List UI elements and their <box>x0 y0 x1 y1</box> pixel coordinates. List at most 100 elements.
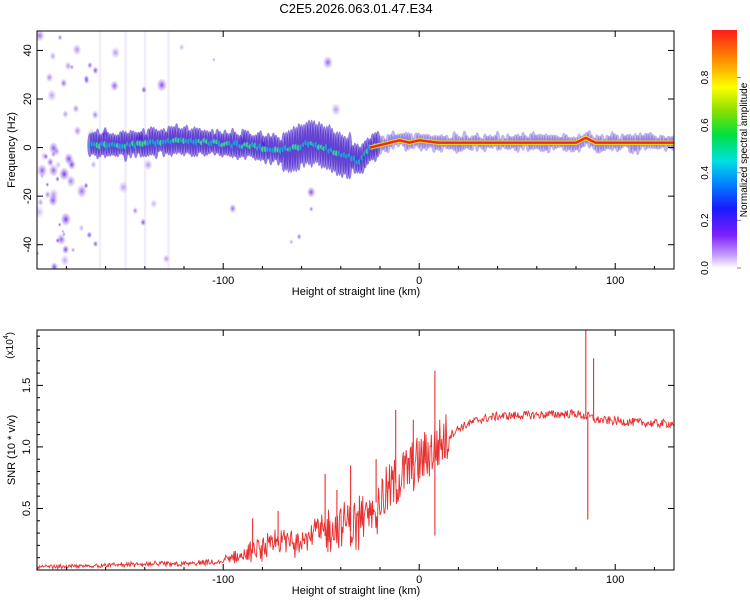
spectrogram-speckle <box>111 47 120 59</box>
spectrogram-speckle <box>141 86 147 94</box>
spectrogram-speckle <box>49 164 58 177</box>
spectrogram-speckle <box>296 233 302 240</box>
spectrogram-speckle <box>289 239 294 245</box>
spectrogram-speckle <box>47 89 57 102</box>
spectrogram-image <box>37 31 674 269</box>
snr-scale-close: ) <box>5 332 16 335</box>
spectrogram-speckle <box>307 187 316 198</box>
spectrogram-speckle <box>44 190 51 199</box>
spectrogram-y-tick-label: 20 <box>22 93 34 105</box>
spectrogram-speckle <box>86 231 92 239</box>
spectrogram-x-tick-labels: -100 0 100 <box>212 275 624 287</box>
spectrogram-speckle <box>37 198 44 207</box>
colorbar-tick-label: 0.6 <box>700 118 711 132</box>
spectrogram-speckle <box>58 222 62 227</box>
spectrogram-speckle <box>50 262 58 269</box>
snr-y-tick-labels: 0.5 1.0 1.5 <box>21 378 33 516</box>
spectrogram-speckle <box>37 31 45 42</box>
spectrogram-speckle <box>47 157 54 167</box>
spectrogram-speckle <box>49 188 59 201</box>
colorbar-label: Normalized spectral amplitude <box>739 82 750 217</box>
spectrogram-speckle <box>178 43 185 51</box>
spectrogram-ridge <box>369 136 674 149</box>
snr-y-tick-label: 1.5 <box>21 378 33 393</box>
spectrogram-y-tick-label: 40 <box>22 44 34 56</box>
spectrogram-speckle <box>140 218 146 226</box>
spectrogram-speckle <box>70 64 74 70</box>
spectrogram-speckle <box>83 75 89 82</box>
spectrogram-speckle <box>73 126 82 136</box>
spectrogram-band <box>461 130 468 150</box>
spectrogram-speckle <box>212 57 216 62</box>
snr-panel: -100 0 100 0.5 1.0 1.5 Height of straight li… <box>3 329 675 597</box>
spectrogram-speckle <box>37 164 47 177</box>
colorbar-tick-label: 0.8 <box>700 70 711 84</box>
snr-x-axis-label: Height of straight line (km) <box>292 585 420 597</box>
colorbar-gradient <box>712 30 737 268</box>
spectrogram-x-tick-label: -100 <box>212 275 234 287</box>
spectrogram-x-tick-label: 0 <box>416 275 422 287</box>
spectrogram-speckle <box>144 159 153 171</box>
spectrogram-speckle <box>45 182 49 187</box>
spectrogram-speckle <box>83 182 89 189</box>
spectrogram-speckle <box>309 206 314 212</box>
spectrogram-speckle <box>71 247 75 253</box>
snr-frame <box>36 329 675 571</box>
snr-y-tick-label: 0.5 <box>21 501 33 516</box>
spectrogram-speckle <box>55 176 60 182</box>
spectrogram-speckle <box>64 153 74 165</box>
colorbar-tick-labels: 0.0 0.2 0.4 0.6 0.8 <box>700 70 741 275</box>
spectrogram-speckle <box>163 254 170 263</box>
snr-x-tick-labels: -100 0 100 <box>212 574 624 586</box>
spectrogram-speckle <box>37 206 44 218</box>
spectrogram-speckle <box>66 175 76 187</box>
spectrogram-speckle <box>57 234 66 245</box>
colorbar-tick-label: 0.4 <box>700 165 711 179</box>
snr-y-tick-label: 1.0 <box>21 439 33 454</box>
spectrogram-speckle <box>62 232 66 237</box>
spectrogram-speckle <box>49 142 58 154</box>
snr-scale-base: (x10 <box>5 339 16 359</box>
spectrogram-panel: -100 0 100 -40 -20 0 20 40 Height of straight … <box>6 30 675 298</box>
spectrogram-speckle <box>87 62 93 69</box>
spectrogram-speckle <box>323 56 333 69</box>
spectrogram-speckle <box>62 245 69 254</box>
spectrogram-speckle <box>57 34 63 41</box>
spectrogram-speckle <box>92 66 99 75</box>
spectrogram-speckle <box>72 44 82 56</box>
spectrogram-y-axis-label: Frequency (Hz) <box>6 112 18 188</box>
svg-text:(x104): (x104) <box>3 332 16 359</box>
spectrogram-x-tick-label: 100 <box>606 275 624 287</box>
spectrogram-y-tick-label: -40 <box>22 237 34 253</box>
spectrogram-speckle <box>60 254 70 266</box>
spectrogram-speckle <box>157 78 167 92</box>
spectrogram-speckle <box>331 103 341 116</box>
colorbar: 0.0 0.2 0.4 0.6 0.8 Normalized spectral ampl… <box>700 30 750 275</box>
spectrogram-speckle <box>72 104 79 113</box>
colorbar-tick-label: 0.0 <box>700 261 711 275</box>
snr-y-axis-label: SNR (10 * v/v) <box>6 415 18 485</box>
spectrogram-speckle <box>64 61 72 71</box>
figure-title: C2E5.2026.063.01.47.E34 <box>279 1 432 16</box>
spectrogram-speckle <box>55 161 62 169</box>
colorbar-tick-label: 0.2 <box>700 213 711 227</box>
spectrogram-speckle <box>229 204 236 213</box>
spectrogram-speckle <box>118 181 128 194</box>
spectrogram-speckle <box>110 80 119 92</box>
snr-x-tick-label: -100 <box>212 574 234 586</box>
snr-series <box>37 330 674 570</box>
spectrogram-speckle <box>132 207 138 215</box>
spectrogram-speckle <box>60 212 71 226</box>
snr-x-tick-label: 0 <box>416 574 422 586</box>
snr-scale-exponent: 4 <box>3 335 10 339</box>
snr-line <box>37 408 674 570</box>
spectrogram-y-tick-label: 0 <box>22 145 34 151</box>
spectrogram-band <box>635 134 641 156</box>
spectrogram-speckle <box>93 240 98 248</box>
spectrogram-speckle <box>62 110 69 118</box>
spectrogram-speckle <box>92 110 99 120</box>
snr-y-scale-factor: (x104) <box>3 332 16 359</box>
spectrogram-speckle <box>49 52 56 61</box>
spectrogram-y-tick-labels: -40 -20 0 20 40 <box>22 44 34 252</box>
